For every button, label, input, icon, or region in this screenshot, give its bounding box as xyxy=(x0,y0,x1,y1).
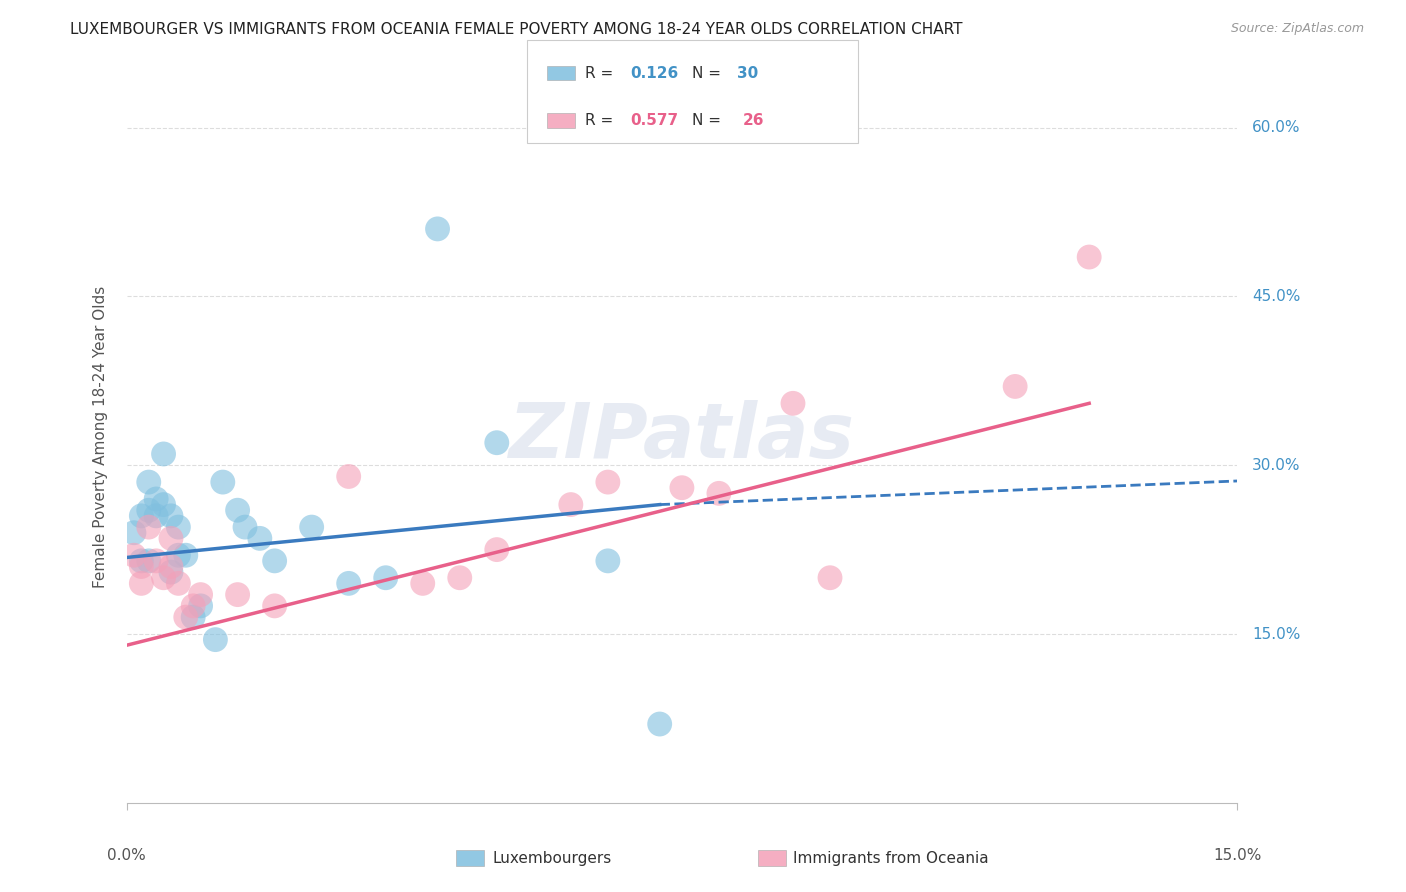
Point xyxy=(122,525,145,540)
Point xyxy=(263,554,285,568)
Text: Luxembourgers: Luxembourgers xyxy=(492,851,612,865)
Point xyxy=(131,559,153,574)
Text: 0.0%: 0.0% xyxy=(107,847,146,863)
Point xyxy=(204,632,226,647)
Point xyxy=(782,396,804,410)
Point xyxy=(671,481,693,495)
Text: 45.0%: 45.0% xyxy=(1253,289,1301,304)
Point xyxy=(485,435,508,450)
Point xyxy=(648,717,671,731)
Point xyxy=(152,447,174,461)
Point xyxy=(374,571,396,585)
Point xyxy=(167,548,190,562)
Point xyxy=(174,610,197,624)
Point xyxy=(337,576,360,591)
Point xyxy=(560,498,582,512)
Text: N =: N = xyxy=(692,66,725,80)
Point xyxy=(1078,250,1101,264)
Text: ZIPatlas: ZIPatlas xyxy=(509,401,855,474)
Point xyxy=(211,475,233,489)
Text: Source: ZipAtlas.com: Source: ZipAtlas.com xyxy=(1230,22,1364,36)
Point xyxy=(301,520,323,534)
Text: 30.0%: 30.0% xyxy=(1253,458,1301,473)
Point xyxy=(160,508,183,523)
Text: 15.0%: 15.0% xyxy=(1213,847,1261,863)
Text: 15.0%: 15.0% xyxy=(1253,626,1301,641)
Text: 26: 26 xyxy=(742,113,763,128)
Text: LUXEMBOURGER VS IMMIGRANTS FROM OCEANIA FEMALE POVERTY AMONG 18-24 YEAR OLDS COR: LUXEMBOURGER VS IMMIGRANTS FROM OCEANIA … xyxy=(70,22,963,37)
Point xyxy=(131,554,153,568)
Text: R =: R = xyxy=(585,66,619,80)
Point xyxy=(233,520,256,534)
Point xyxy=(818,571,841,585)
Point xyxy=(263,599,285,613)
Point xyxy=(226,503,249,517)
Point xyxy=(131,508,153,523)
Point xyxy=(249,532,271,546)
Point xyxy=(122,548,145,562)
Point xyxy=(167,576,190,591)
Point xyxy=(138,503,160,517)
Point xyxy=(138,475,160,489)
Point xyxy=(1004,379,1026,393)
Y-axis label: Female Poverty Among 18-24 Year Olds: Female Poverty Among 18-24 Year Olds xyxy=(93,286,108,588)
Point xyxy=(174,548,197,562)
Text: 30: 30 xyxy=(737,66,758,80)
Text: R =: R = xyxy=(585,113,619,128)
Point xyxy=(190,599,212,613)
Point xyxy=(160,559,183,574)
Point xyxy=(226,588,249,602)
Point xyxy=(138,554,160,568)
Point xyxy=(426,222,449,236)
Point xyxy=(412,576,434,591)
Point xyxy=(707,486,730,500)
Point xyxy=(152,498,174,512)
Point xyxy=(337,469,360,483)
Point xyxy=(449,571,471,585)
Point xyxy=(181,599,204,613)
Text: 0.126: 0.126 xyxy=(630,66,678,80)
Text: N =: N = xyxy=(692,113,725,128)
Point xyxy=(145,491,167,506)
Text: 60.0%: 60.0% xyxy=(1253,120,1301,135)
Point xyxy=(145,508,167,523)
Point xyxy=(160,532,183,546)
Text: Immigrants from Oceania: Immigrants from Oceania xyxy=(793,851,988,865)
Point xyxy=(131,576,153,591)
Point xyxy=(190,588,212,602)
Point xyxy=(181,610,204,624)
Point xyxy=(138,520,160,534)
Point xyxy=(152,571,174,585)
Point xyxy=(160,565,183,579)
Point xyxy=(167,520,190,534)
Point xyxy=(596,475,619,489)
Point xyxy=(485,542,508,557)
Text: 0.577: 0.577 xyxy=(630,113,678,128)
Point xyxy=(145,554,167,568)
Point xyxy=(596,554,619,568)
